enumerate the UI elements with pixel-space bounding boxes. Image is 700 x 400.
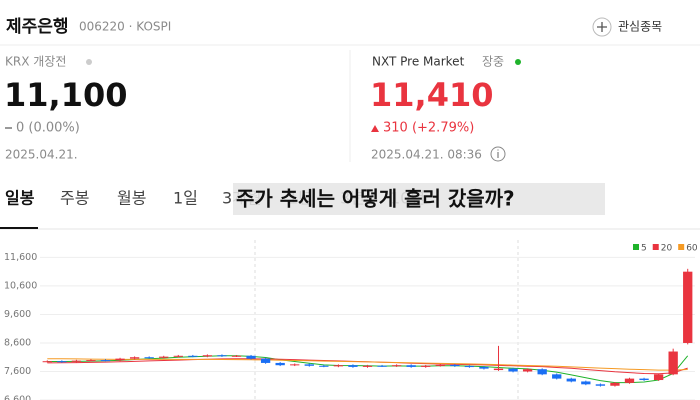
nxt-date: 2025.04.21. 08:36 — [371, 148, 482, 162]
candle-body — [246, 355, 256, 359]
plus-icon — [592, 17, 612, 37]
status-dot — [515, 59, 521, 65]
nxt-price: 11,410 — [370, 76, 493, 114]
info-icon[interactable] — [490, 146, 506, 162]
candle-body — [450, 364, 460, 367]
candle-body — [260, 358, 271, 363]
legend-label: 5 — [641, 244, 647, 254]
candle-body — [188, 355, 198, 357]
candle-body — [100, 360, 111, 362]
candle-body — [144, 357, 154, 359]
y-tick-label: 9,600 — [4, 309, 31, 320]
candle-body — [275, 362, 285, 366]
watch-button[interactable]: 관심종목 — [592, 17, 662, 37]
legend-swatch — [633, 244, 639, 250]
krx-change: 0 (0.00%) — [16, 121, 80, 136]
candle-body — [595, 384, 606, 386]
y-tick-label: 6,600 — [4, 395, 31, 400]
up-icon — [371, 125, 379, 132]
y-tick-label: 7,600 — [4, 366, 31, 377]
chart: 11,600 10,600 9,600 8,600 7,600 6,600 5 20 60 — [4, 244, 698, 400]
legend-swatch — [678, 244, 685, 250]
candle-body — [57, 361, 67, 363]
candle-body — [173, 355, 183, 357]
candle-body — [683, 271, 693, 343]
candle-body — [581, 381, 591, 385]
nxt-label: NXT Pre Market — [372, 55, 465, 69]
plus-sign — [597, 22, 607, 32]
tab[interactable]: 주봉 — [60, 189, 89, 208]
candle-body — [537, 369, 547, 375]
candle-body — [86, 360, 96, 362]
watch-label[interactable]: 관심종목 — [618, 20, 662, 34]
candle-body — [71, 360, 82, 362]
candle-body — [639, 378, 649, 381]
krx-label: KRX 개장전 — [5, 55, 66, 69]
candle-body — [479, 366, 489, 369]
candle-body — [377, 365, 387, 367]
candle-body — [391, 365, 402, 367]
stock-name: 제주은행 — [6, 17, 69, 37]
legend-label: 20 — [661, 244, 673, 254]
legend-swatch — [652, 244, 659, 250]
candle-body — [668, 351, 678, 375]
status-dot — [86, 59, 92, 65]
overlay-question: 주가 추세는 어떻게 흘러 갔을까? — [236, 187, 515, 211]
candle-body — [231, 355, 242, 357]
tab[interactable]: 1일 — [173, 189, 198, 208]
candle-body — [348, 365, 358, 367]
candle-body — [552, 374, 562, 379]
tab[interactable]: 일봉 — [5, 189, 35, 208]
candle-body — [435, 364, 445, 366]
candle-body — [610, 382, 620, 386]
candle-body — [493, 368, 504, 371]
tab[interactable]: 월봉 — [117, 189, 146, 208]
stock-code: 006220 · KOSPI — [79, 20, 171, 34]
candle-body — [159, 356, 169, 358]
candle-body — [319, 365, 329, 367]
nxt-change: 310 (+2.79%) — [383, 121, 474, 136]
krx-date: 2025.04.21. — [5, 148, 78, 162]
legend-label: 60 — [686, 244, 698, 254]
candle-body — [624, 378, 635, 383]
krx-price: 11,100 — [4, 76, 127, 114]
candle-body — [202, 355, 213, 357]
candle-body — [522, 369, 533, 372]
candle-body — [304, 364, 314, 366]
candle-body — [421, 365, 431, 367]
candle-body — [290, 364, 300, 366]
candle-body — [653, 374, 664, 381]
candle-body — [406, 365, 416, 367]
candle-body — [566, 378, 576, 382]
moving-average-line — [47, 358, 688, 371]
y-tick-label: 10,600 — [4, 280, 37, 291]
y-tick-label: 8,600 — [4, 337, 31, 348]
candle-body — [464, 366, 475, 368]
nxt-status: 장중 — [482, 55, 504, 69]
candle-body — [508, 368, 518, 372]
candle-body — [333, 365, 344, 367]
candle-body — [217, 355, 227, 357]
candle-body — [129, 357, 140, 359]
y-tick-label: 11,600 — [4, 252, 37, 263]
candle-body — [362, 365, 373, 367]
candle-body — [115, 358, 125, 361]
candle-body — [42, 361, 52, 363]
overlay-box — [233, 183, 605, 215]
